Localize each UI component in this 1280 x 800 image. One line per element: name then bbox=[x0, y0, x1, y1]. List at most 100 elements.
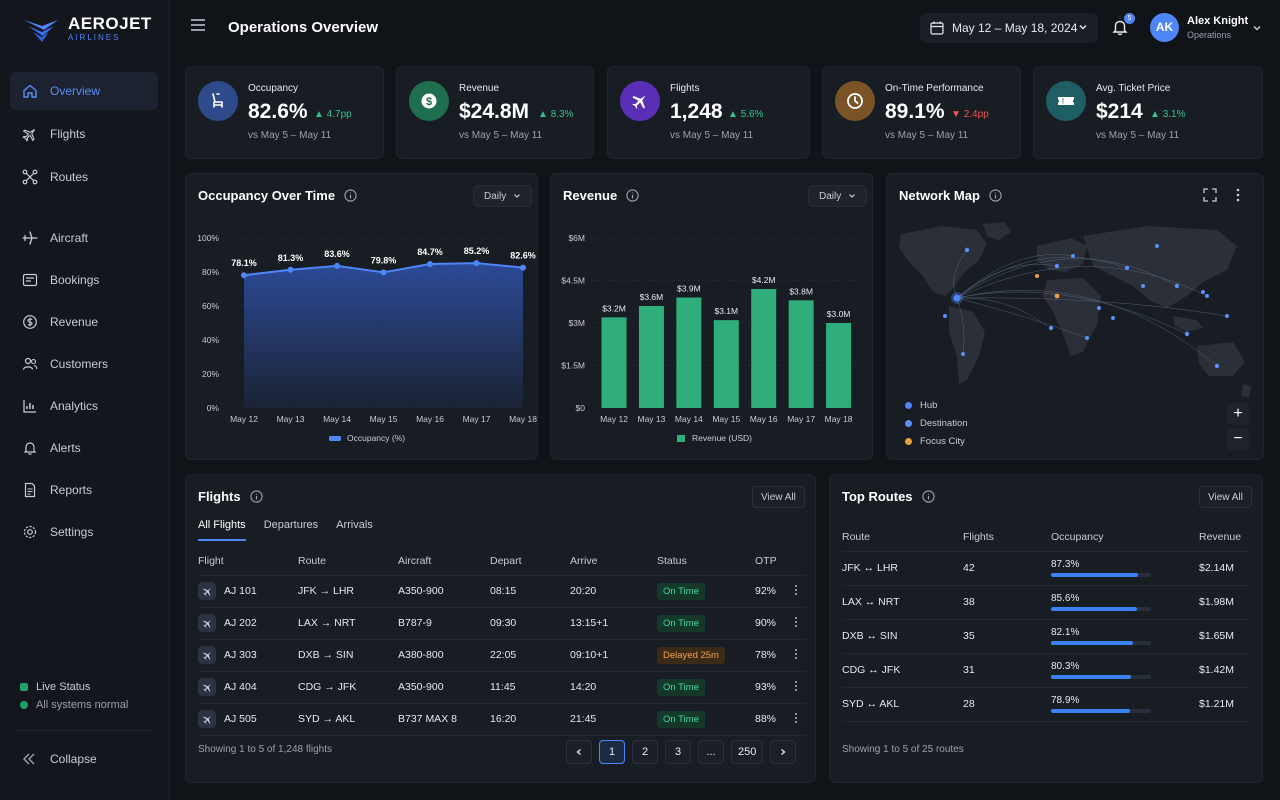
occupancy-point[interactable] bbox=[241, 272, 247, 279]
revenue-bar[interactable] bbox=[638, 306, 664, 408]
sidebar-item-analytics[interactable]: Analytics bbox=[10, 387, 158, 425]
sidebar-item-settings[interactable]: Settings bbox=[10, 513, 158, 551]
sidebar-item-alerts[interactable]: Alerts bbox=[10, 429, 158, 467]
column-header[interactable]: Occupancy bbox=[1051, 523, 1199, 552]
hub-marker[interactable] bbox=[953, 294, 961, 302]
sidebar-item-flights[interactable]: Flights bbox=[10, 115, 158, 153]
seat-icon bbox=[198, 81, 238, 121]
occupancy-point[interactable] bbox=[287, 266, 294, 273]
gear-icon bbox=[22, 524, 38, 540]
occupancy-point[interactable] bbox=[427, 261, 433, 268]
column-header[interactable]: OTP bbox=[755, 547, 786, 576]
table-row[interactable]: CDG ↔ JFK 31 80.3% $1.42M bbox=[842, 653, 1250, 688]
zoom-out-button[interactable]: − bbox=[1227, 428, 1249, 450]
notifications-button[interactable]: 5 bbox=[1112, 13, 1135, 39]
kpi-value: 1,248 bbox=[670, 100, 723, 123]
flight-number: AJ 505 bbox=[224, 712, 257, 725]
table-row[interactable]: AJ 404 CDG → JFK A350-900 11:45 14:20 On Time… bbox=[198, 671, 806, 704]
revenue-bar[interactable] bbox=[713, 320, 739, 408]
tab-all-flights[interactable]: All Flights bbox=[198, 519, 246, 541]
page-button-3[interactable]: 3 bbox=[665, 740, 691, 764]
sidebar-item-bookings[interactable]: Bookings bbox=[10, 261, 158, 299]
revenue-bar[interactable] bbox=[826, 323, 852, 408]
kpi-occupancy[interactable]: Occupancy 82.6% ▲ 4.7pp vs May 5 – May 1… bbox=[185, 66, 384, 159]
more-vertical-icon[interactable] bbox=[1235, 188, 1241, 202]
zoom-in-button[interactable]: + bbox=[1227, 403, 1249, 425]
flights-view-all-button[interactable]: View All bbox=[752, 486, 805, 508]
info-icon[interactable] bbox=[989, 189, 1002, 202]
page-button-2[interactable]: 2 bbox=[632, 740, 658, 764]
column-header[interactable]: Flights bbox=[963, 523, 1051, 552]
page-title: Operations Overview bbox=[228, 19, 379, 36]
more-vertical-icon bbox=[794, 648, 798, 659]
column-header[interactable]: Flight bbox=[198, 547, 298, 576]
flights-card: Flights View All All Flights Departures … bbox=[185, 474, 816, 783]
card-title: Occupancy Over Time bbox=[198, 188, 336, 203]
row-actions-button[interactable] bbox=[786, 671, 806, 704]
user-menu-chevron-icon[interactable] bbox=[1252, 23, 1262, 33]
table-row[interactable]: AJ 202 LAX → NRT B787-9 09:30 13:15+1 On Time… bbox=[198, 607, 806, 640]
flight-number: AJ 101 bbox=[224, 584, 257, 597]
fullscreen-icon[interactable] bbox=[1203, 188, 1217, 202]
occupancy-period-select[interactable]: Daily bbox=[473, 185, 533, 207]
column-header[interactable]: Arrive bbox=[570, 547, 657, 576]
row-actions-button[interactable] bbox=[786, 703, 806, 736]
kpi-on-time-performance[interactable]: On-Time Performance 89.1% ▼ 2.4pp vs May… bbox=[822, 66, 1021, 159]
info-icon[interactable] bbox=[921, 490, 935, 503]
revenue-bar[interactable] bbox=[751, 289, 777, 408]
sidebar-item-customers[interactable]: Customers bbox=[10, 345, 158, 383]
brand-logo[interactable]: AEROJET AIRLINES bbox=[22, 14, 152, 44]
revenue-bar-chart: $0 $1.5M $3M $4.5M $6M $3.2M May 12 $3.6M May 13… bbox=[561, 233, 861, 443]
sidebar-item-revenue[interactable]: Revenue bbox=[10, 303, 158, 341]
kpi-flights[interactable]: Flights 1,248 ▲ 5.6% vs May 5 – May 11 bbox=[607, 66, 810, 159]
kpi-avg-ticket-price[interactable]: Avg. Ticket Price $214 ▲ 3.1% vs May 5 –… bbox=[1033, 66, 1263, 159]
table-row[interactable]: JFK ↔ LHR 42 87.3% $2.14M bbox=[842, 551, 1250, 586]
table-row[interactable]: DXB ↔ SIN 35 82.1% $1.65M bbox=[842, 619, 1250, 654]
next-page-button[interactable] bbox=[770, 740, 797, 764]
row-actions-button[interactable] bbox=[786, 575, 806, 608]
routes-view-all-button[interactable]: View All bbox=[1199, 486, 1252, 508]
occupancy-point[interactable] bbox=[473, 260, 480, 267]
column-header[interactable]: Route bbox=[842, 523, 963, 552]
occupancy-point[interactable] bbox=[520, 264, 526, 271]
avatar[interactable]: AK bbox=[1150, 13, 1179, 42]
page-button-1[interactable]: 1 bbox=[599, 740, 625, 764]
tab-departures[interactable]: Departures bbox=[263, 519, 319, 531]
revenue-period-select[interactable]: Daily bbox=[808, 185, 868, 207]
page-button-last[interactable]: 250 bbox=[731, 740, 764, 764]
info-icon[interactable] bbox=[626, 189, 639, 202]
sidebar-item-overview[interactable]: Overview bbox=[10, 72, 158, 110]
info-icon[interactable] bbox=[249, 490, 263, 503]
data-label: $3.1M bbox=[714, 306, 738, 316]
collapse-button[interactable]: Collapse bbox=[22, 752, 97, 766]
row-actions-button[interactable] bbox=[786, 639, 806, 672]
sidebar-item-routes[interactable]: Routes bbox=[10, 158, 158, 196]
revenue-bar[interactable] bbox=[601, 317, 627, 408]
column-header[interactable]: Revenue bbox=[1199, 523, 1250, 552]
table-row[interactable]: SYD ↔ AKL 28 78.9% $1.21M bbox=[842, 687, 1250, 722]
revenue-bar[interactable] bbox=[788, 300, 814, 408]
table-row[interactable]: LAX ↔ NRT 38 85.6% $1.98M bbox=[842, 585, 1250, 620]
column-header[interactable]: Aircraft bbox=[398, 547, 490, 576]
sidebar-item-aircraft[interactable]: Aircraft bbox=[10, 219, 158, 257]
occupancy-point[interactable] bbox=[334, 262, 340, 269]
route-flights: 31 bbox=[963, 653, 1051, 688]
row-actions-button[interactable] bbox=[786, 607, 806, 640]
table-row[interactable]: AJ 505 SYD → AKL B737 MAX 8 16:20 21:45 On Ti… bbox=[198, 703, 806, 736]
prev-page-button[interactable] bbox=[566, 740, 592, 764]
sidebar-item-reports[interactable]: Reports bbox=[10, 471, 158, 509]
kpi-value: $24.8M bbox=[459, 100, 530, 123]
column-header[interactable]: Depart bbox=[490, 547, 570, 576]
date-range-picker[interactable]: May 12 – May 18, 2024 bbox=[920, 13, 1098, 43]
column-header[interactable]: Route bbox=[298, 547, 398, 576]
revenue-bar[interactable] bbox=[676, 297, 702, 409]
table-row[interactable]: AJ 101 JFK → LHR A350-900 08:15 20:20 On Time… bbox=[198, 575, 806, 608]
menu-icon[interactable] bbox=[190, 18, 206, 32]
occupancy-point[interactable] bbox=[380, 269, 387, 276]
info-icon[interactable] bbox=[344, 189, 357, 202]
kpi-revenue[interactable]: $ Revenue $24.8M ▲ 8.3% vs May 5 – May 1… bbox=[396, 66, 594, 159]
tab-arrivals[interactable]: Arrivals bbox=[336, 519, 373, 531]
table-row[interactable]: AJ 303 DXB → SIN A380-800 22:05 09:10+1 Delay… bbox=[198, 639, 806, 672]
x-tick-label: May 17 bbox=[787, 414, 815, 424]
column-header[interactable]: Status bbox=[657, 547, 755, 576]
